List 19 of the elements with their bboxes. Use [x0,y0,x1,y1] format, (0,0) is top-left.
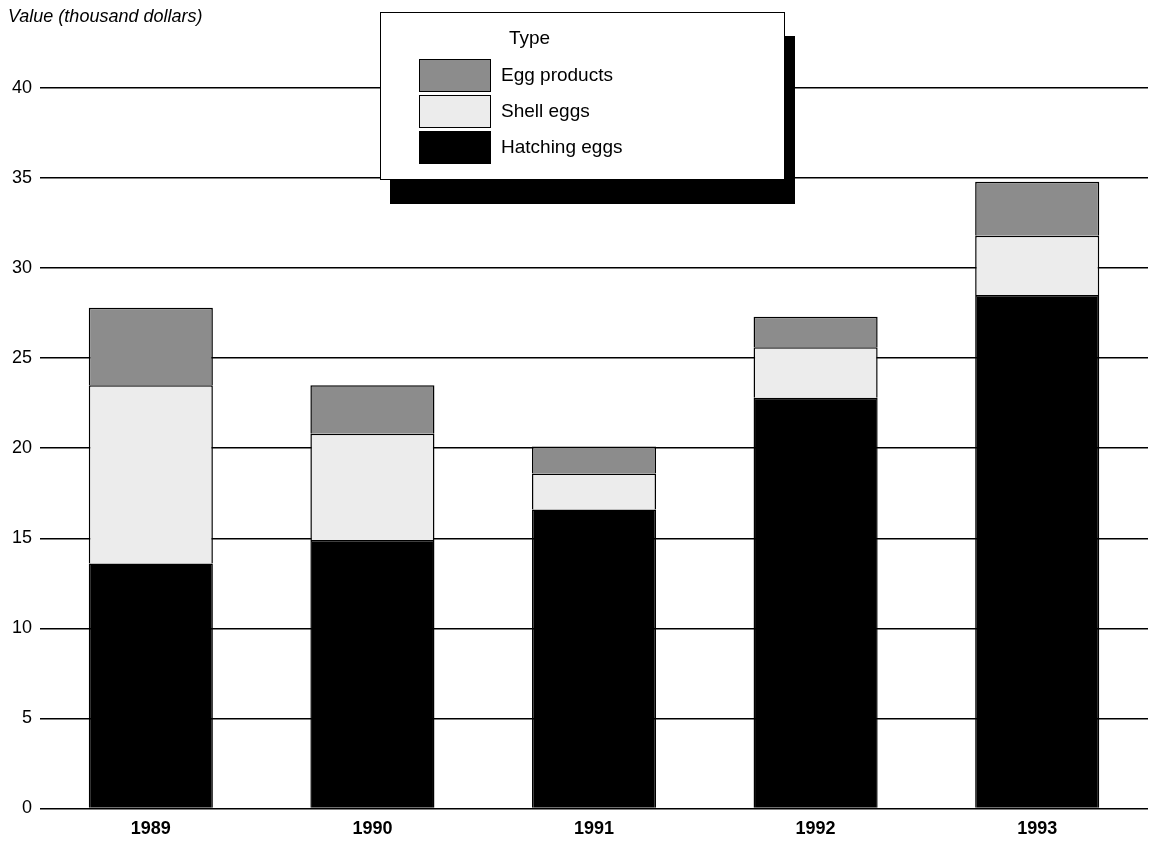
legend-title: Type [509,27,552,49]
x-tick-label: 1993 [1017,818,1058,839]
x-tick-label: 1991 [573,818,615,839]
y-tick-label: 40 [11,76,33,97]
x-tick-label: 1989 [130,818,171,839]
legend-label: Shell eggs [501,100,590,122]
y-tick-label: 30 [11,257,33,278]
y-tick-label: 5 [22,707,33,728]
y-axis-title: Value (thousand dollars) [8,6,203,26]
y-tick-label: 35 [11,167,33,188]
legend-label: Hatching eggs [501,136,623,158]
x-tick-label: 1990 [352,818,393,839]
y-tick-label: 0 [22,797,33,818]
y-tick-label: 20 [11,437,33,458]
y-tick-label: 10 [11,617,33,638]
legend-label: Egg products [501,64,613,86]
y-tick-label: 15 [11,527,33,548]
y-tick-label: 25 [11,347,33,368]
x-tick-label: 1992 [795,818,836,839]
